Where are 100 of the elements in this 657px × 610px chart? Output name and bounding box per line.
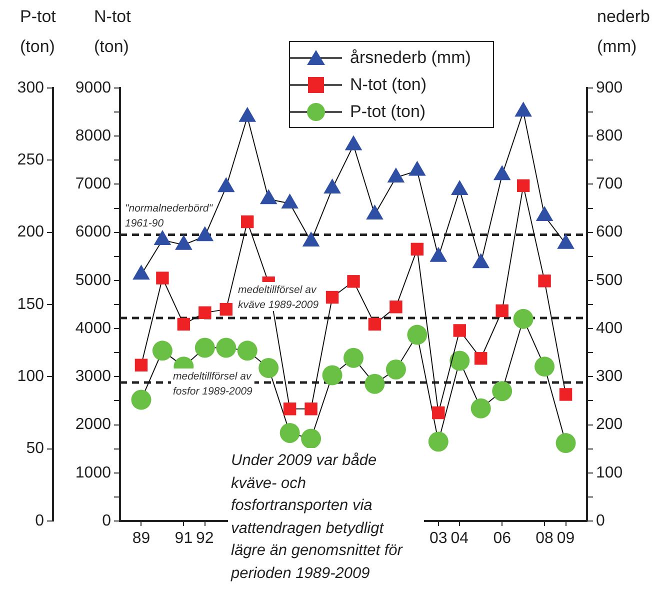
point (198, 306, 212, 320)
y-tick-label: 7000 (75, 176, 112, 193)
point (216, 338, 236, 358)
point (175, 234, 192, 250)
point (453, 324, 466, 337)
y-tick-label: 1000 (75, 464, 112, 482)
point (260, 189, 278, 204)
y2-tick-label: 400 (596, 320, 623, 337)
point (557, 234, 574, 249)
point (470, 398, 491, 418)
point (134, 358, 148, 372)
point (514, 102, 532, 117)
point (152, 340, 172, 361)
y2-axis-title: nederb (mm) (597, 6, 651, 58)
point (450, 180, 468, 195)
legend-label: N-tot (ton) (350, 74, 427, 94)
y3-tick-label: 150 (17, 296, 44, 313)
point (492, 381, 512, 402)
point (237, 340, 258, 361)
point (131, 390, 152, 410)
point (408, 160, 426, 176)
point (344, 348, 364, 368)
point (301, 428, 322, 449)
point (513, 308, 534, 329)
point (364, 374, 385, 394)
point (258, 358, 279, 378)
point (241, 215, 254, 228)
y2-tick-label: 500 (596, 272, 623, 289)
point (534, 356, 555, 377)
point (387, 167, 405, 182)
y-axis-title: N-tot (ton) (94, 6, 132, 58)
x-tick-label: 08 (536, 530, 554, 548)
point (304, 402, 318, 416)
x-tick-label: 92 (196, 530, 214, 548)
legend-label: årsnederb (mm) (350, 48, 471, 68)
point (283, 402, 296, 416)
point (536, 206, 554, 221)
point (220, 302, 232, 316)
y3-axis-title: P-tot (ton) (20, 6, 57, 58)
legend-label: P-tot (ton) (350, 102, 426, 122)
x-tick-label: 04 (450, 530, 469, 548)
point (326, 290, 339, 304)
point (281, 193, 298, 208)
y2-tick-label: 200 (596, 416, 623, 434)
point (177, 318, 190, 331)
point (538, 274, 551, 288)
x-tick-label: 06 (493, 530, 512, 548)
x-tick-label: 09 (556, 530, 575, 548)
point (344, 135, 362, 150)
x-tick-label: 03 (430, 530, 448, 548)
point (407, 324, 428, 345)
point (154, 230, 172, 246)
ref-line-label: "normalnederbörd" 1961-90 (125, 202, 214, 230)
point (194, 338, 215, 358)
y3-tick-label: 200 (17, 224, 44, 241)
y2-tick-label: 700 (596, 176, 623, 193)
y-tick-label: 9000 (75, 79, 112, 96)
y-tick-label: 6000 (75, 224, 112, 241)
point (302, 231, 320, 246)
point (366, 204, 384, 220)
point (450, 350, 470, 371)
point (390, 300, 402, 314)
y-tick-label: 8000 (75, 128, 112, 145)
point (432, 406, 445, 420)
point (430, 246, 448, 262)
y-tick-label: 4000 (75, 320, 112, 337)
y2-tick-label: 100 (596, 464, 623, 482)
y2-tick-label: 0 (596, 512, 605, 530)
point (516, 179, 530, 192)
point (410, 242, 424, 256)
point (428, 432, 448, 452)
point (556, 433, 576, 454)
point (132, 264, 150, 280)
point (280, 422, 300, 443)
point (156, 272, 169, 284)
point (196, 226, 214, 242)
x-tick-label: 89 (132, 530, 150, 548)
y-tick-label: 2000 (75, 416, 112, 434)
point (368, 318, 382, 331)
y3-tick-label: 300 (17, 79, 44, 96)
point (559, 388, 572, 401)
ref-line-label: medeltillförsel av kväve 1989-2009 (238, 284, 319, 311)
point (347, 275, 360, 288)
y-tick-label: 3000 (75, 368, 112, 386)
point (496, 304, 508, 318)
point (238, 106, 256, 122)
point (217, 177, 235, 192)
annotation: Under 2009 var både kväve- och fosfortransporten via vattendragen betydligt lägre än genomsnittet för perioden 1989-2009 (228, 448, 424, 587)
y3-tick-label: 50 (26, 440, 44, 458)
y2-tick-label: 800 (596, 128, 623, 145)
x-tick-label: 91 (174, 530, 193, 548)
y2-tick-label: 900 (596, 79, 623, 96)
y3-tick-label: 100 (17, 368, 44, 386)
point (474, 352, 488, 365)
y3-tick-label: 0 (35, 512, 44, 530)
ref-line-label: medeltillförsel av fosfor 1989-2009 (173, 370, 253, 398)
point (472, 253, 490, 268)
point (322, 365, 342, 386)
y-tick-label: 0 (102, 512, 112, 530)
y2-tick-label: 600 (596, 224, 623, 241)
